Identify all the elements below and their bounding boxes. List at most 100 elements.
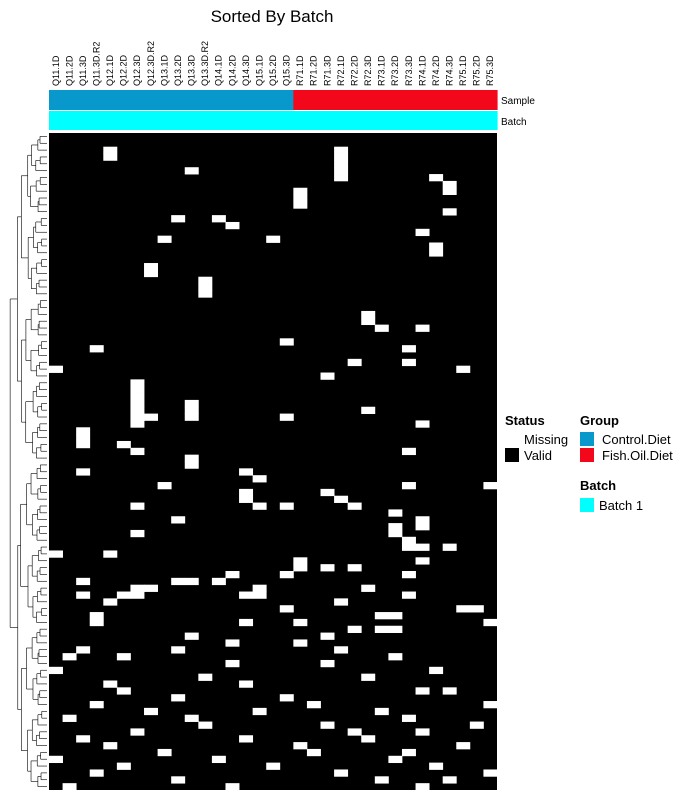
sample-annotation-cell bbox=[116, 90, 132, 110]
sample-annotation-cell bbox=[184, 90, 199, 110]
missing-cell bbox=[497, 338, 511, 346]
missing-cell bbox=[401, 714, 416, 722]
batch-annotation-cell bbox=[456, 111, 471, 130]
missing-cell bbox=[76, 434, 91, 442]
missing-cell bbox=[374, 625, 389, 633]
missing-cell bbox=[130, 399, 145, 408]
sample-annotation-cell bbox=[361, 90, 376, 110]
sample-annotation-cell bbox=[103, 90, 118, 110]
batch-annotation-cell bbox=[388, 111, 403, 130]
legend-swatch-control-diet bbox=[580, 432, 594, 446]
column-label: R72.1D bbox=[336, 55, 346, 86]
missing-cell bbox=[157, 482, 172, 490]
missing-cell bbox=[89, 701, 104, 709]
batch-annotation-cell bbox=[211, 111, 227, 130]
missing-cell bbox=[374, 612, 389, 620]
missing-cell bbox=[320, 564, 335, 572]
column-label: R71.2D bbox=[309, 55, 319, 86]
missing-cell bbox=[184, 461, 199, 469]
column-label: R72.2D bbox=[349, 55, 359, 86]
column-label: Q14.2D bbox=[227, 54, 237, 86]
missing-cell bbox=[361, 584, 376, 592]
missing-cell bbox=[49, 755, 63, 764]
sample-annotation-cell bbox=[130, 90, 145, 110]
missing-cell bbox=[225, 783, 240, 791]
sample-annotation-cell bbox=[442, 90, 457, 110]
column-label: R73.1D bbox=[377, 55, 387, 86]
missing-cell bbox=[225, 659, 240, 668]
missing-cell bbox=[144, 263, 159, 271]
missing-cell bbox=[157, 235, 172, 243]
sample-annotation-cell bbox=[388, 90, 403, 110]
missing-cell bbox=[483, 618, 498, 627]
missing-cell bbox=[116, 653, 131, 661]
missing-cell bbox=[252, 591, 267, 599]
column-label: Q15.2D bbox=[268, 54, 278, 86]
missing-cell bbox=[239, 488, 254, 497]
legend-label-batch-1: Batch 1 bbox=[599, 498, 643, 513]
missing-cell bbox=[306, 748, 321, 757]
missing-cell bbox=[401, 358, 416, 367]
batch-annotation-cell bbox=[293, 111, 308, 130]
legend-swatch-fish-oil-diet bbox=[580, 448, 594, 462]
missing-cell bbox=[334, 153, 349, 161]
missing-cell bbox=[144, 584, 159, 592]
missing-cell bbox=[62, 714, 77, 722]
batch-annotation-cell bbox=[103, 111, 118, 130]
missing-cell bbox=[347, 625, 362, 633]
column-label: Q12.1D bbox=[105, 54, 115, 86]
column-label: R73.3D bbox=[404, 55, 414, 86]
legend-label-fish-oil-diet: Fish.Oil.Diet bbox=[602, 448, 673, 463]
missing-cell bbox=[76, 591, 91, 599]
missing-cell bbox=[144, 413, 159, 421]
missing-cell bbox=[76, 440, 91, 449]
column-label: Q11.2D bbox=[64, 55, 74, 86]
missing-cell bbox=[279, 413, 294, 421]
column-label: Q12.3D.R2 bbox=[146, 41, 156, 86]
missing-cell bbox=[171, 694, 186, 702]
missing-cell bbox=[374, 776, 389, 784]
batch-annotation-cell bbox=[469, 111, 485, 130]
missing-cell bbox=[361, 735, 376, 743]
missing-cell bbox=[103, 742, 118, 750]
missing-cell bbox=[334, 160, 349, 168]
missing-cell bbox=[184, 167, 199, 175]
missing-cell bbox=[429, 174, 444, 182]
batch-annotation-cell bbox=[130, 111, 145, 130]
missing-cell bbox=[415, 420, 430, 428]
sample-annotation-cell bbox=[211, 90, 227, 110]
sample-annotation-cell bbox=[144, 90, 159, 110]
missing-cell bbox=[252, 584, 267, 592]
missing-cell bbox=[184, 632, 199, 640]
missing-cell bbox=[184, 399, 199, 408]
missing-cell bbox=[401, 543, 416, 551]
column-label: R74.1D bbox=[417, 55, 427, 86]
missing-cell bbox=[252, 707, 267, 716]
missing-cell bbox=[171, 215, 186, 223]
missing-cell bbox=[293, 639, 308, 647]
missing-cell bbox=[429, 666, 444, 675]
missing-cell bbox=[320, 721, 335, 729]
missing-cell bbox=[293, 618, 308, 627]
missing-cell bbox=[347, 358, 362, 367]
missing-cell bbox=[334, 495, 349, 503]
missing-cell bbox=[49, 666, 63, 675]
missing-cell bbox=[89, 345, 104, 353]
batch-annotation-cell bbox=[442, 111, 457, 130]
sample-annotation-cell bbox=[171, 90, 186, 110]
column-label: Q11.3D.R2 bbox=[92, 42, 102, 86]
missing-cell bbox=[347, 564, 362, 572]
batch-annotation-cell bbox=[374, 111, 389, 130]
missing-cell bbox=[252, 475, 267, 483]
missing-cell bbox=[401, 571, 416, 579]
missing-cell bbox=[62, 653, 77, 661]
missing-cell bbox=[442, 187, 457, 195]
batch-annotation-cell bbox=[320, 111, 335, 130]
sample-annotation-cell bbox=[320, 90, 335, 110]
sample-annotation-cell bbox=[483, 90, 498, 110]
column-label: R75.2D bbox=[472, 55, 482, 86]
sample-annotation-cell bbox=[279, 90, 294, 110]
batch-annotation-cell bbox=[415, 111, 430, 130]
missing-cell bbox=[361, 310, 376, 319]
missing-cell bbox=[401, 345, 416, 353]
